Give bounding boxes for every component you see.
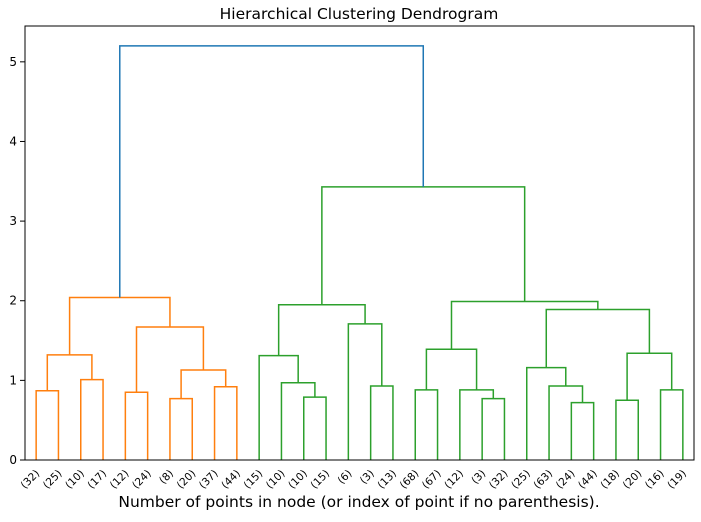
dendrogram-link xyxy=(321,186,526,305)
x-tick-label: (16) xyxy=(643,468,667,492)
dendrogram-link xyxy=(280,382,316,460)
dendrogram-link xyxy=(481,397,506,460)
dendrogram-link xyxy=(258,354,299,460)
x-tick-label: (37) xyxy=(197,468,221,492)
dendrogram-link xyxy=(35,389,60,460)
x-tick-label: (24) xyxy=(554,468,578,492)
x-tick-label: (32) xyxy=(487,468,511,492)
x-tick-label: (25) xyxy=(509,468,533,492)
x-tick-label: (32) xyxy=(19,468,43,492)
x-tick-label: (3) xyxy=(358,468,377,487)
dendrogram-link xyxy=(626,352,673,401)
x-tick-label: (18) xyxy=(598,468,622,492)
plot-frame xyxy=(24,25,695,461)
dendrogram-link xyxy=(46,354,93,391)
dendrogram-link xyxy=(450,300,599,350)
dendrogram-link xyxy=(68,296,171,355)
x-tick-label: (6) xyxy=(335,468,354,487)
dendrogram-link xyxy=(277,303,366,356)
x-tick-label: (68) xyxy=(398,468,422,492)
dendrogram-link xyxy=(369,385,394,460)
x-tick-label: (15) xyxy=(308,468,332,492)
x-tick-label: (20) xyxy=(175,468,199,492)
y-tick-label: 5 xyxy=(9,55,17,69)
chart-title: Hierarchical Clustering Dendrogram xyxy=(220,5,499,23)
y-tick-label: 4 xyxy=(9,134,17,148)
y-tick-label: 3 xyxy=(9,214,17,228)
dendrogram-links xyxy=(35,45,684,460)
dendrogram-link xyxy=(526,366,567,460)
x-tick-label: (10) xyxy=(264,468,288,492)
y-tick-label: 2 xyxy=(9,294,17,308)
x-axis-tick-labels: (32)(25)(10)(17)(12)(24) (8)(20)(37)(44)(… xyxy=(19,468,689,492)
dendrogram-link xyxy=(414,389,439,460)
dendrogram-link xyxy=(135,326,205,393)
dendrogram-link xyxy=(459,389,495,460)
x-tick-label: (3) xyxy=(469,468,488,487)
x-tick-label: (10) xyxy=(63,468,87,492)
dendrogram-link xyxy=(659,389,684,460)
dendrogram-link xyxy=(119,45,425,298)
dendrogram-link xyxy=(169,397,193,460)
dendrogram-link xyxy=(124,391,149,460)
dendrogram-link xyxy=(303,396,327,460)
x-tick-label: (12) xyxy=(108,468,132,492)
dendrogram-link xyxy=(570,401,595,460)
y-tick-label: 0 xyxy=(9,453,17,467)
x-tick-label: (67) xyxy=(420,468,444,492)
x-tick-label: (63) xyxy=(531,468,555,492)
x-tick-label: (24) xyxy=(130,468,154,492)
x-axis-label: Number of points in node (or index of po… xyxy=(118,493,599,511)
x-tick-label: (15) xyxy=(242,468,266,492)
dendrogram-link xyxy=(615,399,639,460)
dendrogram-link xyxy=(80,378,104,460)
dendrogram-link xyxy=(548,385,584,460)
x-tick-label: (20) xyxy=(621,468,645,492)
y-axis-ticks: 0 1 2 3 4 5 xyxy=(9,55,25,467)
dendrogram-link xyxy=(347,323,383,460)
x-tick-label: (10) xyxy=(286,468,310,492)
dendrogram-link xyxy=(545,308,651,368)
x-tick-label: (13) xyxy=(375,468,399,492)
x-tick-label: (17) xyxy=(85,468,109,492)
x-tick-label: (12) xyxy=(442,468,466,492)
x-tick-label: (44) xyxy=(576,468,600,492)
x-tick-label: (25) xyxy=(41,468,65,492)
dendrogram-link xyxy=(425,348,478,390)
x-tick-label: (8) xyxy=(157,468,176,487)
x-tick-label: (44) xyxy=(219,468,243,492)
dendrogram-link xyxy=(180,369,227,399)
dendrogram-link xyxy=(213,385,238,460)
y-tick-label: 1 xyxy=(9,373,17,387)
x-tick-label: (19) xyxy=(665,468,689,492)
